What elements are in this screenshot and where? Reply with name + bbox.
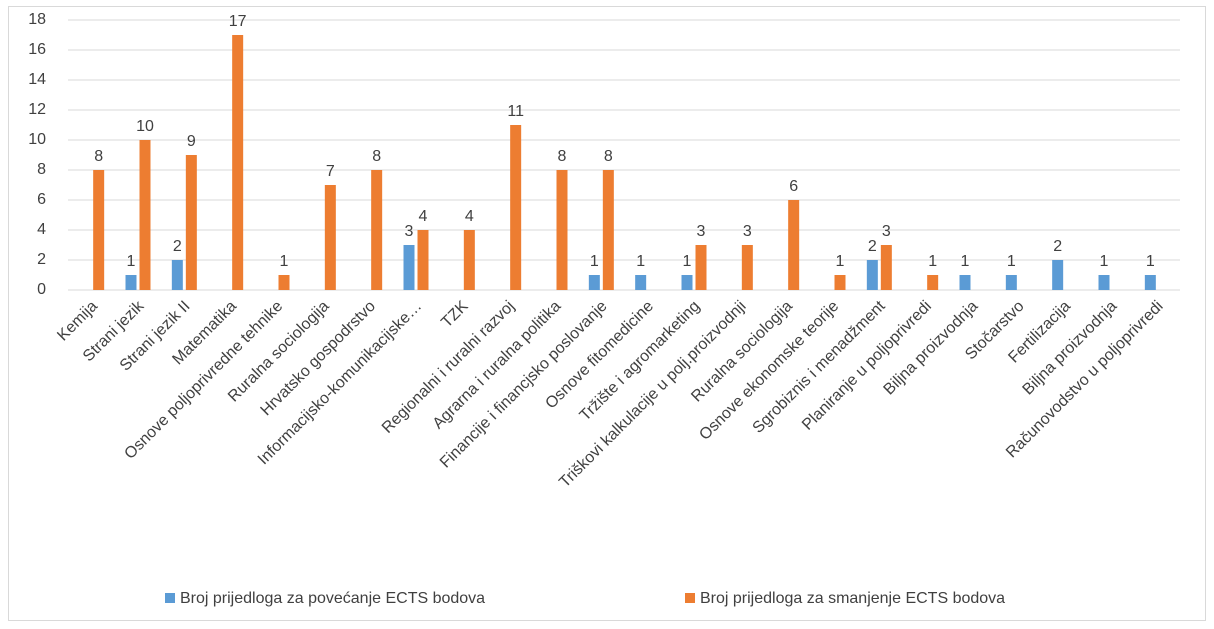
- data-label: 3: [697, 223, 706, 240]
- data-label: 10: [136, 118, 154, 135]
- bar: [171, 260, 183, 290]
- bar: [232, 35, 244, 290]
- data-label: 1: [280, 253, 289, 270]
- data-label: 3: [882, 223, 891, 240]
- data-label: 9: [187, 133, 196, 150]
- data-label: 1: [836, 253, 845, 270]
- data-label: 2: [868, 238, 877, 255]
- legend-label: Broj prijedloga za smanjenje ECTS bodova: [700, 590, 1005, 607]
- data-label: 4: [419, 208, 428, 225]
- bar: [139, 140, 151, 290]
- data-label: 6: [789, 178, 798, 195]
- bar: [1144, 275, 1156, 290]
- bar: [695, 245, 707, 290]
- data-label: 8: [558, 148, 567, 165]
- bar: [510, 125, 522, 290]
- y-tick-label: 2: [37, 251, 46, 268]
- bar: [866, 260, 878, 290]
- bar: [371, 170, 383, 290]
- data-label: 1: [961, 253, 970, 270]
- y-tick-label: 10: [28, 131, 46, 148]
- data-label: 11: [507, 103, 524, 120]
- bar: [834, 275, 846, 290]
- data-label: 2: [173, 238, 182, 255]
- bar: [788, 200, 800, 290]
- y-tick-label: 14: [28, 71, 46, 88]
- bar: [1098, 275, 1110, 290]
- data-label: 1: [1100, 253, 1109, 270]
- data-label: 4: [465, 208, 474, 225]
- y-tick-label: 8: [37, 161, 46, 178]
- bar: [93, 170, 105, 290]
- data-label: 3: [405, 223, 414, 240]
- bar: [324, 185, 336, 290]
- legend-swatch: [685, 593, 695, 603]
- bar: [278, 275, 290, 290]
- data-label: 3: [743, 223, 752, 240]
- y-tick-label: 0: [37, 281, 46, 298]
- data-label: 8: [604, 148, 613, 165]
- bar: [959, 275, 971, 290]
- bar: [1005, 275, 1017, 290]
- data-label: 17: [229, 13, 247, 30]
- data-label: 1: [1007, 253, 1016, 270]
- data-label: 1: [928, 253, 937, 270]
- bar: [588, 275, 600, 290]
- data-label: 1: [683, 253, 692, 270]
- data-label: 2: [1053, 238, 1062, 255]
- data-label: 1: [127, 253, 136, 270]
- y-tick-label: 4: [37, 221, 46, 238]
- bar: [556, 170, 568, 290]
- bar: [741, 245, 753, 290]
- data-label: 8: [94, 148, 103, 165]
- data-label: 1: [636, 253, 645, 270]
- bar: [880, 245, 892, 290]
- bar: [927, 275, 939, 290]
- bar: [602, 170, 614, 290]
- data-label: 1: [1146, 253, 1155, 270]
- bar: [125, 275, 137, 290]
- bar: [417, 230, 429, 290]
- legend-swatch: [165, 593, 175, 603]
- bar: [1052, 260, 1064, 290]
- bar: [681, 275, 693, 290]
- y-tick-label: 12: [28, 101, 46, 118]
- chart-border: [8, 6, 1206, 621]
- bar: [635, 275, 647, 290]
- y-tick-label: 16: [28, 41, 46, 58]
- data-label: 1: [590, 253, 599, 270]
- data-label: 8: [372, 148, 381, 165]
- y-tick-label: 18: [28, 11, 46, 28]
- bar: [403, 245, 415, 290]
- y-tick-label: 6: [37, 191, 46, 208]
- bar: [185, 155, 197, 290]
- bar: [463, 230, 475, 290]
- legend-label: Broj prijedloga za povećanje ECTS bodova: [180, 590, 485, 607]
- data-label: 7: [326, 163, 335, 180]
